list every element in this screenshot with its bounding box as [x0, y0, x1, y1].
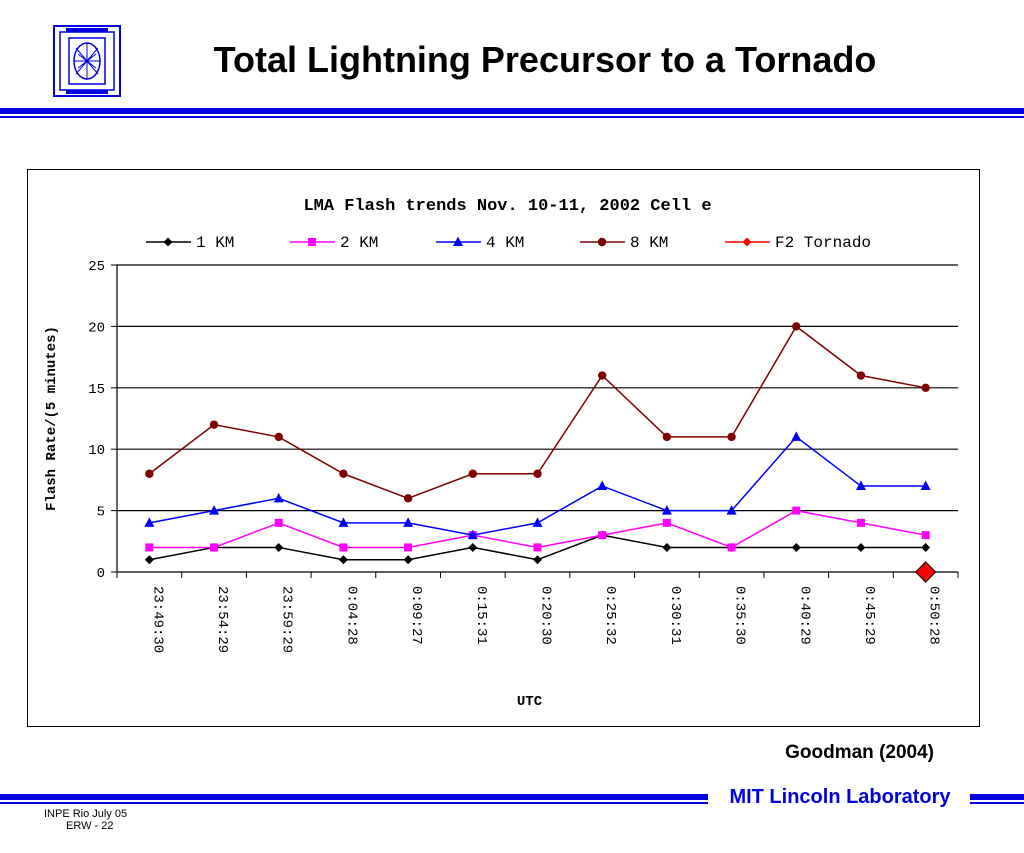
data-point-4-km: [144, 517, 155, 527]
x-tick-label: 0:50:28: [926, 586, 942, 645]
data-point-4-km: [209, 505, 220, 515]
data-point-8-km: [274, 432, 283, 442]
lab-name: MIT Lincoln Laboratory: [729, 786, 951, 808]
legend-marker-8-km: [597, 237, 607, 247]
data-point-2-km: [210, 543, 219, 552]
data-point-8-km: [597, 371, 607, 380]
data-point-8-km: [145, 469, 154, 478]
x-tick-label: 0:35:30: [732, 586, 748, 645]
data-point-1-km: [403, 555, 413, 565]
data-point-1-km: [338, 555, 348, 565]
x-tick-label: 0:20:30: [538, 586, 554, 645]
data-point-8-km: [468, 469, 478, 478]
x-axis-label: UTC: [517, 694, 543, 710]
data-point-4-km: [791, 431, 802, 441]
data-point-1-km: [468, 542, 478, 552]
data-point-2-km: [274, 518, 283, 527]
x-tick-label: 0:04:28: [343, 586, 359, 645]
x-tick-label: 0:15:31: [473, 586, 489, 645]
data-point-8-km: [792, 322, 801, 331]
data-point-2-km: [727, 543, 736, 552]
series-line-2-km: [149, 509, 926, 549]
data-point-1-km: [662, 542, 672, 552]
x-tick-label: 23:49:30: [149, 586, 165, 653]
data-point-4-km: [403, 517, 414, 527]
data-point-8-km: [662, 432, 672, 442]
legend-label-8-km: 8 KM: [630, 234, 668, 252]
data-point-1-km: [791, 542, 801, 552]
data-point-1-km: [144, 555, 154, 565]
lincoln-lab-logo-icon: [53, 25, 121, 97]
title-divider: [0, 108, 1024, 114]
y-tick-label: 20: [88, 320, 105, 336]
x-tick-label: 0:25:32: [602, 586, 618, 645]
y-tick-label: 15: [88, 382, 105, 398]
data-point-f2-tornado: [914, 561, 937, 583]
y-tick-label: 0: [97, 566, 105, 582]
data-point-4-km: [661, 505, 672, 515]
footer-line-2: ERW - 22: [66, 820, 114, 832]
data-point-2-km: [856, 518, 865, 527]
data-point-4-km: [855, 480, 866, 491]
x-tick-label: 0:40:29: [796, 586, 812, 645]
data-point-2-km: [921, 531, 930, 540]
footer-note: INPE Rio July 05 ERW - 22: [44, 808, 127, 832]
data-point-4-km: [726, 505, 737, 515]
legend-marker-4-km: [453, 236, 463, 246]
data-point-4-km: [532, 517, 543, 527]
data-point-2-km: [662, 518, 671, 527]
x-tick-label: 0:45:29: [861, 586, 877, 645]
x-tick-label: 23:54:29: [214, 586, 230, 653]
y-tick-label: 25: [88, 259, 105, 275]
data-point-2-km: [598, 531, 607, 540]
legend-label-4-km: 4 KM: [486, 234, 524, 252]
x-tick-label: 23:59:29: [279, 586, 295, 653]
title-divider-thin: [0, 116, 1024, 118]
footer-divider-right-thin: [970, 802, 1024, 804]
footer-line-1: INPE Rio July 05: [44, 808, 128, 820]
data-point-4-km: [338, 517, 349, 527]
data-point-8-km: [339, 469, 348, 478]
data-point-2-km: [792, 506, 801, 515]
data-point-8-km: [921, 383, 930, 392]
chart-frame: LMA Flash trends Nov. 10-11, 2002 Cell e…: [27, 169, 980, 727]
data-point-8-km: [856, 371, 866, 380]
chart-title: LMA Flash trends Nov. 10-11, 2002 Cell e: [303, 197, 711, 216]
data-point-8-km: [533, 469, 542, 478]
footer-divider-left: [0, 794, 708, 800]
data-point-8-km: [209, 420, 219, 429]
legend-marker-f2-tornado: [742, 237, 752, 247]
data-point-8-km: [403, 494, 413, 503]
footer-divider-right: [970, 794, 1024, 800]
data-point-1-km: [533, 555, 542, 565]
legend-label-f2-tornado: F2 Tornado: [775, 234, 871, 252]
slide-title: Total Lightning Precursor to a Tornado: [213, 39, 877, 80]
footer-divider-left-thin: [0, 802, 708, 804]
y-tick-label: 5: [97, 505, 105, 521]
data-point-2-km: [145, 543, 154, 552]
data-point-4-km: [467, 529, 478, 540]
data-point-4-km: [597, 480, 608, 491]
y-tick-label: 10: [88, 443, 105, 459]
legend-marker-2-km: [308, 238, 316, 246]
data-point-1-km: [856, 542, 866, 552]
data-point-1-km: [921, 542, 931, 552]
legend-label-2-km: 2 KM: [340, 234, 378, 252]
data-point-1-km: [274, 542, 284, 552]
data-point-4-km: [273, 492, 284, 503]
x-tick-label: 0:30:31: [667, 586, 683, 645]
line-chart: LMA Flash trends Nov. 10-11, 2002 Cell e…: [44, 197, 959, 710]
data-point-2-km: [404, 543, 413, 552]
legend-marker-1-km: [163, 237, 173, 247]
data-point-4-km: [920, 480, 931, 491]
data-point-8-km: [727, 432, 736, 442]
citation: Goodman (2004): [785, 742, 934, 763]
y-axis-label: Flash Rate/(5 minutes): [44, 326, 60, 511]
data-point-2-km: [533, 543, 542, 552]
x-tick-label: 0:09:27: [408, 586, 424, 645]
legend-label-1-km: 1 KM: [196, 234, 234, 252]
data-point-2-km: [339, 543, 348, 552]
